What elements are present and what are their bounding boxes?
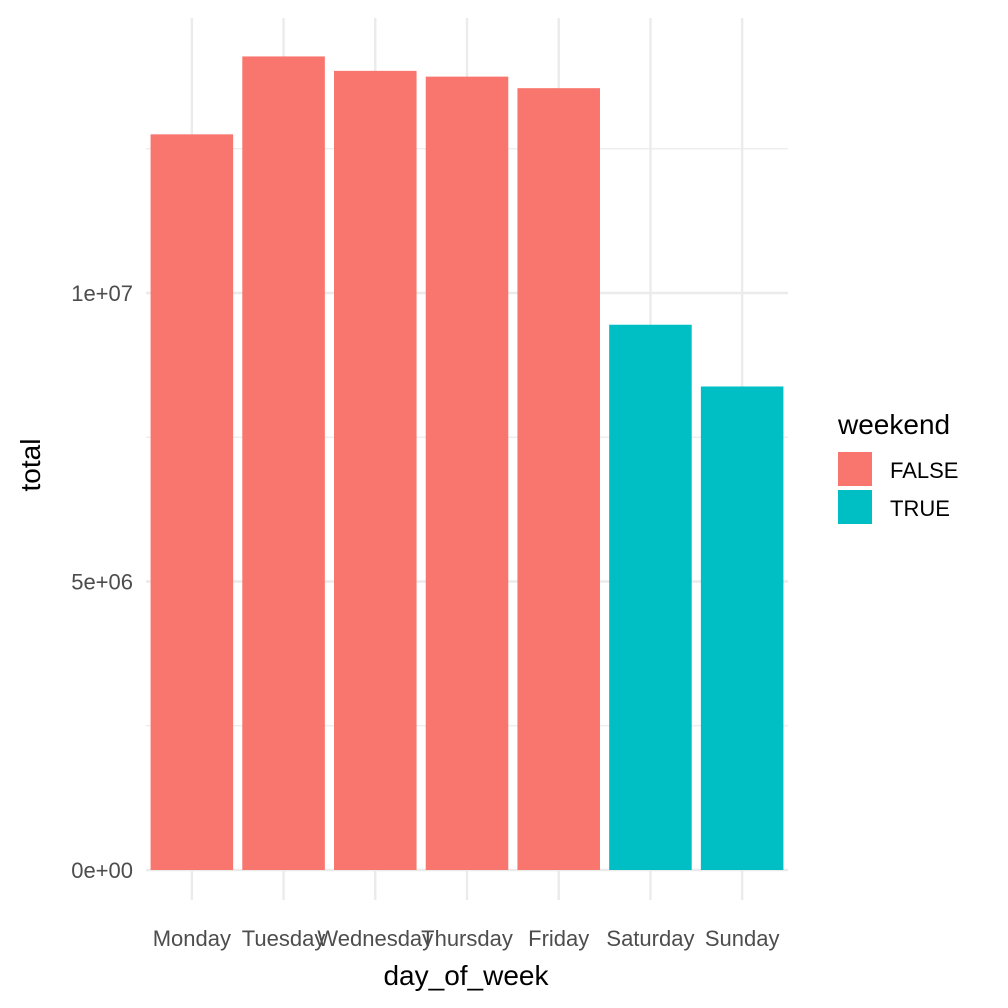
legend-title: weekend bbox=[837, 409, 950, 440]
legend-swatch-false bbox=[838, 452, 872, 486]
bar-saturday bbox=[609, 324, 692, 870]
legend-label-true: TRUE bbox=[890, 496, 950, 521]
legend: weekend FALSE TRUE bbox=[837, 409, 958, 524]
x-tick-label: Wednesday bbox=[317, 926, 433, 951]
x-tick-label: Friday bbox=[528, 926, 589, 951]
x-tick-label: Tuesday bbox=[242, 926, 326, 951]
bar-thursday bbox=[425, 76, 509, 870]
bars bbox=[150, 56, 784, 871]
x-tick-label: Sunday bbox=[705, 926, 780, 951]
y-tick-label: 0e+00 bbox=[71, 858, 133, 883]
bar-monday bbox=[150, 134, 234, 870]
x-axis-title: day_of_week bbox=[383, 960, 549, 991]
x-tick-label: Thursday bbox=[421, 926, 513, 951]
y-axis-ticks: 0e+00 5e+06 1e+07 bbox=[71, 281, 133, 883]
x-tick-label: Monday bbox=[153, 926, 231, 951]
legend-swatch-true bbox=[838, 490, 872, 524]
bar-tuesday bbox=[242, 56, 325, 871]
y-axis-title: total bbox=[15, 439, 46, 492]
bar-sunday bbox=[700, 386, 784, 870]
bar-wednesday bbox=[334, 70, 417, 871]
bar-friday bbox=[517, 88, 600, 871]
legend-label-false: FALSE bbox=[890, 458, 958, 483]
x-tick-label: Saturday bbox=[606, 926, 694, 951]
y-tick-label: 1e+07 bbox=[71, 281, 133, 306]
y-tick-label: 5e+06 bbox=[71, 570, 133, 595]
